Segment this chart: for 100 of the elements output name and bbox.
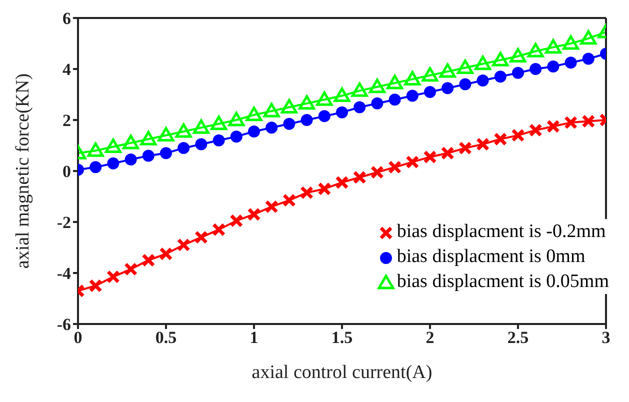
- point: [335, 176, 349, 190]
- point: [527, 42, 544, 58]
- point: [212, 134, 225, 146]
- point: [280, 99, 298, 114]
- point: [564, 116, 578, 130]
- point: [494, 132, 508, 146]
- point: [266, 122, 278, 134]
- point: [212, 222, 226, 236]
- point: [264, 200, 278, 214]
- point: [336, 106, 348, 118]
- point: [388, 160, 402, 174]
- point: [298, 95, 316, 110]
- point: [388, 94, 401, 106]
- point: [175, 123, 192, 138]
- point: [422, 67, 438, 82]
- point: [371, 97, 384, 110]
- point: [248, 125, 260, 138]
- point: [107, 157, 120, 170]
- point: [476, 137, 490, 151]
- point: [87, 142, 104, 157]
- point: [194, 230, 208, 244]
- point: [246, 106, 262, 122]
- point: [300, 186, 314, 200]
- point: [530, 63, 542, 75]
- point: [316, 91, 333, 106]
- point: [544, 39, 562, 54]
- point: [458, 141, 472, 155]
- y-tick-label: 0: [62, 162, 71, 182]
- point: [124, 262, 138, 276]
- point: [160, 147, 172, 160]
- point: [354, 101, 366, 114]
- point: [282, 194, 296, 208]
- point: [195, 138, 208, 150]
- point: [122, 134, 140, 150]
- point: [247, 208, 261, 222]
- point: [511, 128, 525, 142]
- point: [456, 59, 474, 74]
- x-axis-title: axial control current(A): [252, 362, 432, 383]
- point: [439, 63, 456, 78]
- point: [263, 102, 280, 118]
- point: [582, 114, 596, 128]
- point: [442, 82, 454, 94]
- point: [88, 279, 102, 292]
- x-tick-label: 0.5: [155, 328, 177, 348]
- y-tick-label: 4: [62, 60, 72, 80]
- point: [440, 146, 454, 160]
- point: [492, 52, 509, 66]
- point: [300, 114, 313, 126]
- point: [158, 127, 174, 142]
- x-tick-label: 1: [250, 328, 258, 348]
- point: [142, 254, 156, 267]
- point: [368, 78, 386, 94]
- point: [404, 70, 421, 86]
- point: [106, 270, 120, 284]
- point: [283, 118, 296, 130]
- point: [476, 74, 489, 86]
- point: [547, 60, 560, 72]
- point: [230, 214, 244, 228]
- x-tick-label: 1.5: [331, 328, 353, 348]
- y-axis-title: axial magnetic force(KN): [12, 73, 34, 269]
- point: [124, 154, 137, 166]
- point: [318, 110, 330, 122]
- x-tick-label: 2.5: [507, 328, 529, 348]
- point: [370, 166, 384, 180]
- point: [140, 130, 157, 146]
- point: [230, 130, 242, 143]
- y-tick-label: -2: [56, 213, 71, 232]
- point: [104, 138, 122, 154]
- point: [142, 150, 154, 162]
- y-tick-label: 2: [62, 111, 71, 130]
- point: [562, 35, 580, 50]
- point: [582, 52, 594, 65]
- point: [512, 66, 524, 79]
- y-tick-label: -4: [56, 264, 72, 284]
- point: [334, 88, 350, 102]
- point: [210, 116, 228, 130]
- point: [510, 48, 526, 62]
- point: [386, 74, 404, 90]
- legend-label: bias displacment is 0mm: [396, 245, 586, 269]
- point: [176, 238, 190, 252]
- point: [318, 182, 332, 196]
- point: [178, 142, 190, 154]
- point: [159, 247, 173, 261]
- y-tick-label: -6: [56, 315, 71, 334]
- point: [459, 78, 472, 90]
- legend-label: bias displacment is 0.05mm: [396, 270, 609, 294]
- point: [580, 30, 597, 45]
- point: [352, 170, 366, 184]
- x-tick-label: 2: [426, 328, 434, 348]
- point: [546, 120, 560, 134]
- y-tick-label: 6: [62, 9, 71, 28]
- point: [474, 56, 492, 70]
- point: [424, 86, 436, 98]
- legend-label: bias displacment is -0.2mm: [396, 220, 606, 244]
- point: [228, 112, 245, 126]
- point: [192, 119, 210, 134]
- point: [351, 82, 368, 97]
- point: [423, 150, 437, 164]
- point: [406, 155, 420, 169]
- point: [564, 56, 577, 69]
